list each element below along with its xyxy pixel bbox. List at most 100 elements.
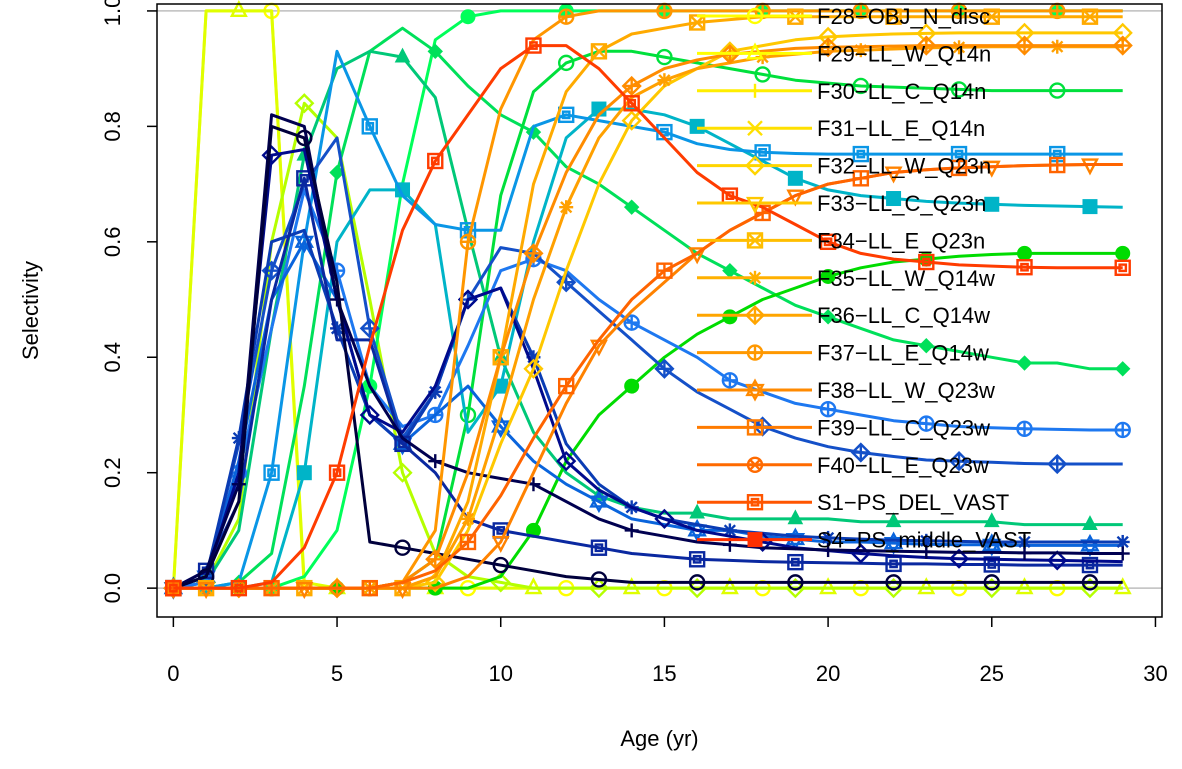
series-point <box>787 574 804 591</box>
series-point <box>950 159 968 177</box>
series-point <box>656 262 673 279</box>
series-point <box>754 66 771 83</box>
series-point <box>850 442 871 463</box>
series-point <box>425 549 446 570</box>
series-point <box>1113 577 1132 595</box>
legend-entry: F32−LL_W_Q23n <box>697 154 991 179</box>
series-point <box>654 508 675 529</box>
series-point <box>361 579 378 597</box>
series-point <box>1017 545 1032 560</box>
series-point <box>622 577 641 595</box>
series-point <box>819 577 838 595</box>
series-point <box>982 160 1001 178</box>
series-point <box>722 262 738 279</box>
series-point <box>294 93 315 114</box>
series-point <box>787 509 804 525</box>
legend-label: F30−LL_C_Q14n <box>817 79 986 104</box>
legend-label: F33−LL_C_Q23n <box>817 191 986 216</box>
series-point <box>952 40 967 55</box>
series-point <box>295 582 314 600</box>
series-line <box>173 101 1123 590</box>
series-point <box>621 75 642 97</box>
series-point <box>589 489 609 514</box>
series-point <box>720 577 739 595</box>
series-point <box>590 43 608 60</box>
series-17 <box>165 124 1123 597</box>
series-point <box>230 579 248 597</box>
series-point <box>621 110 642 131</box>
series-point <box>746 196 764 214</box>
series-point <box>428 454 443 469</box>
series-point <box>523 358 544 379</box>
legend-label: F37−LL_E_Q14w <box>817 341 989 366</box>
series-point <box>852 77 870 95</box>
y-tick-label: 0.0 <box>100 573 125 604</box>
axes: 0 5 10 15 20 25 30 0.0 0.2 0.4 0.6 0.8 1.0 <box>100 0 1168 686</box>
series-point <box>948 548 970 569</box>
series-point <box>459 406 477 424</box>
legend-label: S4−PS_middle_VAST <box>817 528 1031 553</box>
series-point <box>787 170 803 186</box>
series-point <box>1115 361 1131 377</box>
plot-frame <box>156 3 1163 618</box>
series-point <box>916 35 937 56</box>
series-point <box>624 378 640 394</box>
series-line <box>173 44 1123 590</box>
series-line <box>173 49 1123 590</box>
series-point <box>394 47 411 63</box>
y-tick-label: 0.6 <box>100 227 125 258</box>
x-tick-label: 5 <box>331 661 343 686</box>
series-line <box>172 124 1123 590</box>
legend-label: F34−LL_E_Q23n <box>817 228 985 253</box>
series-point <box>359 404 380 426</box>
series-point <box>754 144 771 161</box>
series-point <box>688 551 706 568</box>
series-point <box>263 464 280 481</box>
series-point <box>746 419 764 436</box>
legend-entry: F31−LL_E_Q14n <box>697 116 985 141</box>
x-tick-label: 0 <box>167 661 179 686</box>
series-point <box>623 199 640 215</box>
series-point <box>394 539 411 556</box>
series-point <box>1114 421 1131 439</box>
x-tick-label: 25 <box>980 661 1004 686</box>
legend-entry: S4−PS_middle_VAST <box>697 528 1031 553</box>
series-layer <box>163 0 1133 600</box>
series-point <box>1047 550 1068 571</box>
series-point <box>885 574 902 591</box>
series-point <box>623 314 640 331</box>
series-line <box>172 240 1123 590</box>
legend-entry: S1−PS_DEL_VAST <box>697 490 1009 515</box>
series-point <box>918 415 935 432</box>
series-line <box>172 113 1123 590</box>
series-point <box>885 512 902 528</box>
series-point <box>296 129 313 147</box>
series-14 <box>165 170 1123 597</box>
series-point <box>1115 546 1130 561</box>
series-point <box>392 462 413 483</box>
series-point <box>657 73 672 88</box>
series-point <box>983 512 1000 528</box>
legend-entry: F30−LL_C_Q14n <box>697 79 986 104</box>
series-point <box>1047 453 1068 475</box>
series-point <box>559 200 574 215</box>
series-point <box>1017 534 1032 549</box>
series-point <box>624 523 639 538</box>
series-point <box>197 582 216 600</box>
series-point <box>1015 577 1034 595</box>
series-point <box>820 309 836 325</box>
series-point <box>558 377 575 395</box>
series-point <box>656 48 673 66</box>
series-point <box>656 2 673 20</box>
series-point <box>296 465 312 481</box>
series-25 <box>165 37 1131 597</box>
series-point <box>948 451 970 472</box>
series-point <box>821 543 836 558</box>
series-point <box>1016 420 1033 438</box>
series-point <box>984 196 1000 212</box>
series-point <box>852 145 870 163</box>
series-point <box>330 292 345 307</box>
series-point <box>748 83 762 98</box>
series-point <box>556 451 577 472</box>
